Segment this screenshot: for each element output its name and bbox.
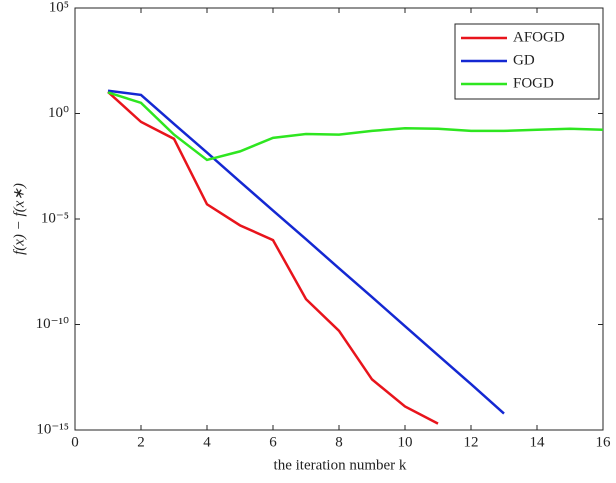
x-tick-label: 12 bbox=[464, 434, 479, 450]
x-tick-label: 2 bbox=[137, 434, 145, 450]
y-tick-label: 10⁰ bbox=[48, 105, 69, 121]
legend-box bbox=[454, 23, 600, 100]
x-tick-label: 14 bbox=[530, 434, 546, 450]
series-line bbox=[107, 89, 505, 415]
x-tick-label: 8 bbox=[335, 434, 343, 450]
series-line bbox=[107, 91, 604, 162]
legend-label: AFOGD bbox=[513, 29, 565, 45]
x-tick-label: 16 bbox=[596, 434, 612, 450]
x-tick-label: 10 bbox=[398, 434, 413, 450]
y-axis-label: f(x) − f(x∗) bbox=[11, 183, 27, 255]
y-tick-label: 10⁻¹⁰ bbox=[36, 316, 69, 332]
x-tick-label: 4 bbox=[203, 434, 211, 450]
x-tick-label: 0 bbox=[71, 434, 79, 450]
x-tick-label: 6 bbox=[269, 434, 277, 450]
x-axis-label: the iteration number k bbox=[274, 457, 407, 473]
legend-label: GD bbox=[513, 52, 535, 68]
series-line bbox=[107, 91, 439, 425]
y-tick-label: 10⁻⁵ bbox=[41, 210, 69, 226]
y-tick-label: 10⁻¹⁵ bbox=[36, 421, 69, 437]
y-tick-label: 10⁵ bbox=[49, 0, 69, 15]
legend-label: FOGD bbox=[513, 75, 554, 91]
